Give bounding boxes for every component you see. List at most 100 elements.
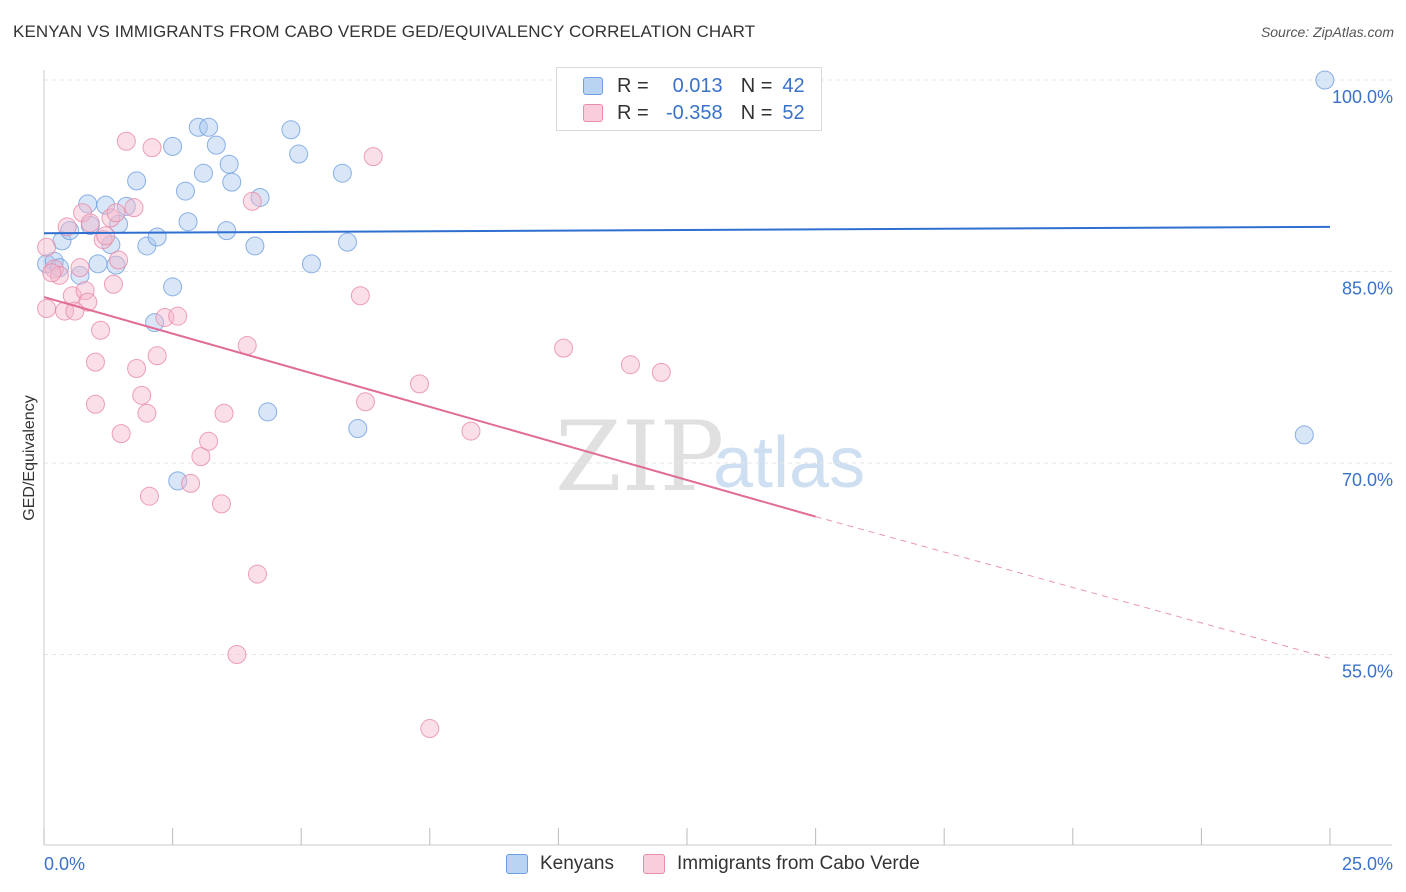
y-tick-label: 100.0% <box>1332 87 1393 107</box>
caboverde-point <box>127 359 147 379</box>
caboverde-point <box>124 198 144 218</box>
kenyan-point <box>116 196 136 216</box>
kenyan-point <box>175 181 195 201</box>
caboverde-point <box>237 336 257 356</box>
caboverde-point <box>420 719 440 739</box>
caboverde-point <box>199 431 219 451</box>
kenyan-point <box>245 236 265 256</box>
kenyan-point <box>163 136 183 156</box>
caboverde-point <box>132 385 152 405</box>
caboverde-point <box>211 494 231 514</box>
caboverde-point <box>214 403 234 423</box>
caboverde-point <box>96 226 116 246</box>
caboverde-point <box>73 203 93 223</box>
x-tick-label-max: 25.0% <box>1342 854 1393 874</box>
kenyans-swatch <box>583 77 603 95</box>
bottom-kenyans-label: Kenyans <box>540 853 614 874</box>
kenyan-point <box>199 117 219 137</box>
caboverde-point <box>363 147 383 167</box>
caboverde-n-value: 52 <box>782 101 805 124</box>
kenyan-point <box>206 135 226 155</box>
kenyan-point <box>281 120 301 140</box>
caboverde-point <box>620 355 640 375</box>
kenyan-point <box>332 163 352 183</box>
caboverde-point <box>137 403 157 423</box>
kenyan-point <box>96 195 116 215</box>
caboverde-trendline <box>43 296 816 518</box>
caboverde-point <box>461 421 481 441</box>
caboverde-point <box>181 473 201 493</box>
kenyan-trendline <box>43 225 1331 235</box>
caboverde-point <box>350 286 370 306</box>
caboverde-point <box>103 274 123 294</box>
caboverde-point <box>111 424 131 444</box>
caboverde-point <box>57 217 77 237</box>
kenyans-n-label: N = <box>740 74 773 97</box>
bottom-caboverde-label: Immigrants from Cabo Verde <box>677 853 920 874</box>
caboverde-point <box>49 265 69 285</box>
y-tick-label: 55.0% <box>1342 662 1393 682</box>
caboverde-point <box>42 263 62 283</box>
caboverde-swatch <box>583 104 603 122</box>
caboverde-point <box>37 237 57 257</box>
kenyan-point <box>289 144 309 164</box>
kenyan-point <box>127 171 147 191</box>
caboverde-point <box>410 374 430 394</box>
kenyan-point <box>88 254 108 274</box>
kenyan-point <box>178 212 198 232</box>
bottom-legend-kenyans: Kenyans <box>506 852 614 876</box>
caboverde-point <box>554 338 574 358</box>
kenyan-point <box>337 232 357 252</box>
kenyans-r-label: R = <box>617 74 649 97</box>
kenyans-r-value: 0.013 <box>672 74 723 97</box>
kenyan-point <box>147 227 167 247</box>
caboverde-point <box>75 281 95 301</box>
kenyan-point <box>1294 425 1314 445</box>
source-label: Source: ZipAtlas.com <box>1260 24 1394 40</box>
caboverde-r-value: -0.358 <box>665 101 723 124</box>
kenyan-point <box>1315 70 1335 90</box>
kenyan-point <box>193 163 213 183</box>
caboverde-point <box>106 203 126 223</box>
y-tick-label: 70.0% <box>1342 470 1393 490</box>
kenyan-point <box>258 402 278 422</box>
kenyans-n-value: 42 <box>782 74 805 97</box>
caboverde-point <box>651 362 671 382</box>
caboverde-point <box>168 306 188 326</box>
caboverde-point <box>116 131 136 151</box>
legend-row-kenyans: R = 0.013 N = 42 <box>583 74 805 98</box>
caboverde-point <box>356 392 375 412</box>
caboverde-r-label: R = <box>617 101 649 124</box>
x-tick-label-min: 0.0% <box>44 854 85 874</box>
caboverde-point <box>147 346 167 366</box>
caboverde-point <box>70 258 90 278</box>
caboverde-point <box>85 352 105 372</box>
caboverde-point <box>37 299 57 319</box>
caboverde-point <box>109 250 129 270</box>
kenyan-point <box>301 254 321 274</box>
caboverde-trendline-extension <box>815 516 1331 659</box>
caboverde-point <box>80 213 100 233</box>
kenyan-point <box>188 117 208 137</box>
kenyan-point <box>222 172 242 192</box>
kenyan-point <box>348 419 368 439</box>
caboverde-point <box>247 564 267 584</box>
bottom-kenyans-swatch <box>506 854 528 874</box>
kenyan-point <box>163 277 183 297</box>
caboverde-n-label: N = <box>740 101 773 124</box>
kenyan-point <box>219 154 239 174</box>
correlation-legend: R = 0.013 N = 42 R = -0.358 N = 52 <box>556 67 822 131</box>
caboverde-point <box>242 191 262 211</box>
caboverde-point <box>227 645 247 664</box>
bottom-legend-caboverde: Immigrants from Cabo Verde <box>643 852 920 876</box>
watermark-zip: ZIP <box>555 401 724 513</box>
y-axis-label: GED/Equivalency <box>21 395 38 521</box>
caboverde-point <box>139 486 159 506</box>
caboverde-point <box>101 208 121 228</box>
caboverde-point <box>91 320 111 340</box>
caboverde-point <box>142 138 162 158</box>
legend-row-caboverde: R = -0.358 N = 52 <box>583 101 805 125</box>
caboverde-point <box>191 447 211 467</box>
caboverde-point <box>85 394 105 414</box>
